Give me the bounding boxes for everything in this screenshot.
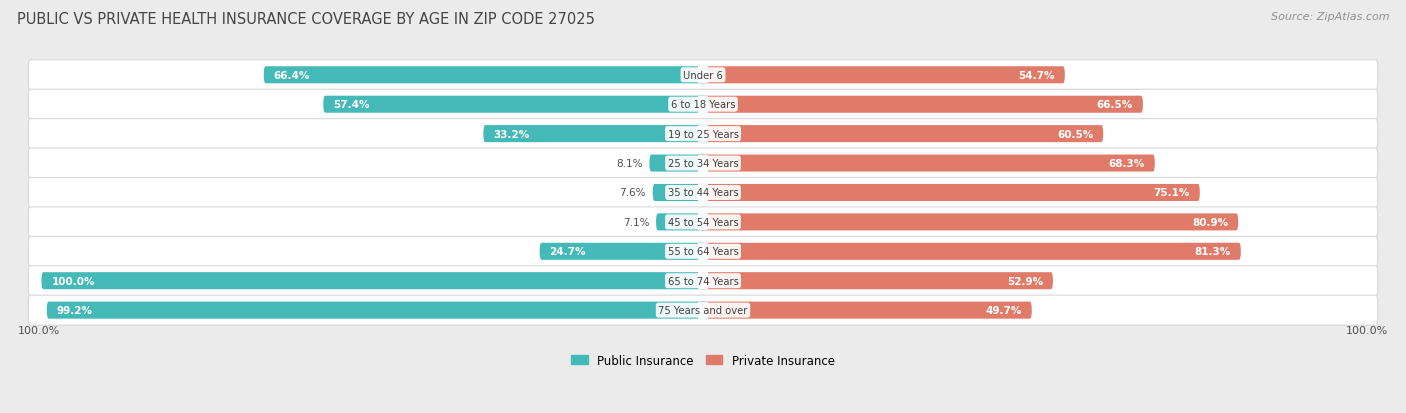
Text: 8.1%: 8.1% — [616, 159, 643, 169]
Text: 49.7%: 49.7% — [986, 305, 1022, 316]
Text: 66.5%: 66.5% — [1097, 100, 1133, 110]
Text: 66.4%: 66.4% — [274, 71, 311, 81]
Text: 81.3%: 81.3% — [1195, 247, 1230, 256]
FancyBboxPatch shape — [702, 214, 1239, 231]
Text: 75 Years and over: 75 Years and over — [658, 305, 748, 316]
Text: 99.2%: 99.2% — [56, 305, 93, 316]
FancyBboxPatch shape — [702, 302, 1032, 319]
FancyBboxPatch shape — [702, 185, 1199, 202]
FancyBboxPatch shape — [703, 273, 709, 290]
Text: Source: ZipAtlas.com: Source: ZipAtlas.com — [1271, 12, 1389, 22]
FancyBboxPatch shape — [702, 155, 1154, 172]
Text: 33.2%: 33.2% — [494, 129, 530, 139]
FancyBboxPatch shape — [652, 185, 704, 202]
Text: 35 to 44 Years: 35 to 44 Years — [668, 188, 738, 198]
Text: 55 to 64 Years: 55 to 64 Years — [668, 247, 738, 256]
FancyBboxPatch shape — [703, 302, 709, 319]
Text: 7.6%: 7.6% — [620, 188, 647, 198]
FancyBboxPatch shape — [697, 302, 703, 319]
FancyBboxPatch shape — [697, 243, 703, 260]
Legend: Public Insurance, Private Insurance: Public Insurance, Private Insurance — [567, 349, 839, 371]
FancyBboxPatch shape — [323, 97, 704, 114]
Text: 25 to 34 Years: 25 to 34 Years — [668, 159, 738, 169]
FancyBboxPatch shape — [540, 243, 704, 260]
Text: 24.7%: 24.7% — [550, 247, 586, 256]
FancyBboxPatch shape — [28, 237, 1378, 267]
Text: 45 to 54 Years: 45 to 54 Years — [668, 217, 738, 227]
Text: 68.3%: 68.3% — [1109, 159, 1144, 169]
Text: 7.1%: 7.1% — [623, 217, 650, 227]
Text: 52.9%: 52.9% — [1007, 276, 1043, 286]
FancyBboxPatch shape — [697, 155, 703, 172]
Text: 80.9%: 80.9% — [1192, 217, 1229, 227]
Text: 60.5%: 60.5% — [1057, 129, 1094, 139]
Text: 75.1%: 75.1% — [1153, 188, 1189, 198]
FancyBboxPatch shape — [702, 67, 1064, 84]
FancyBboxPatch shape — [703, 155, 709, 172]
Text: 19 to 25 Years: 19 to 25 Years — [668, 129, 738, 139]
FancyBboxPatch shape — [702, 243, 1241, 260]
FancyBboxPatch shape — [703, 185, 709, 202]
FancyBboxPatch shape — [28, 295, 1378, 325]
FancyBboxPatch shape — [41, 273, 704, 290]
FancyBboxPatch shape — [28, 90, 1378, 120]
FancyBboxPatch shape — [702, 126, 1104, 143]
FancyBboxPatch shape — [703, 126, 709, 143]
Text: 65 to 74 Years: 65 to 74 Years — [668, 276, 738, 286]
Text: Under 6: Under 6 — [683, 71, 723, 81]
Text: 57.4%: 57.4% — [333, 100, 370, 110]
FancyBboxPatch shape — [703, 243, 709, 260]
FancyBboxPatch shape — [697, 185, 703, 202]
FancyBboxPatch shape — [28, 61, 1378, 90]
Text: 100.0%: 100.0% — [52, 276, 94, 286]
FancyBboxPatch shape — [657, 214, 704, 231]
FancyBboxPatch shape — [697, 67, 703, 84]
FancyBboxPatch shape — [697, 273, 703, 290]
Text: PUBLIC VS PRIVATE HEALTH INSURANCE COVERAGE BY AGE IN ZIP CODE 27025: PUBLIC VS PRIVATE HEALTH INSURANCE COVER… — [17, 12, 595, 27]
FancyBboxPatch shape — [697, 97, 703, 114]
FancyBboxPatch shape — [28, 149, 1378, 178]
FancyBboxPatch shape — [28, 207, 1378, 237]
FancyBboxPatch shape — [28, 266, 1378, 296]
FancyBboxPatch shape — [46, 302, 704, 319]
FancyBboxPatch shape — [702, 273, 1053, 290]
FancyBboxPatch shape — [28, 119, 1378, 149]
FancyBboxPatch shape — [703, 67, 709, 84]
FancyBboxPatch shape — [264, 67, 704, 84]
FancyBboxPatch shape — [697, 126, 703, 143]
FancyBboxPatch shape — [702, 97, 1143, 114]
FancyBboxPatch shape — [28, 178, 1378, 208]
FancyBboxPatch shape — [703, 214, 709, 231]
Text: 100.0%: 100.0% — [1346, 325, 1388, 335]
Text: 100.0%: 100.0% — [18, 325, 60, 335]
Text: 6 to 18 Years: 6 to 18 Years — [671, 100, 735, 110]
FancyBboxPatch shape — [697, 214, 703, 231]
FancyBboxPatch shape — [650, 155, 704, 172]
FancyBboxPatch shape — [484, 126, 704, 143]
FancyBboxPatch shape — [703, 97, 709, 114]
Text: 54.7%: 54.7% — [1018, 71, 1054, 81]
